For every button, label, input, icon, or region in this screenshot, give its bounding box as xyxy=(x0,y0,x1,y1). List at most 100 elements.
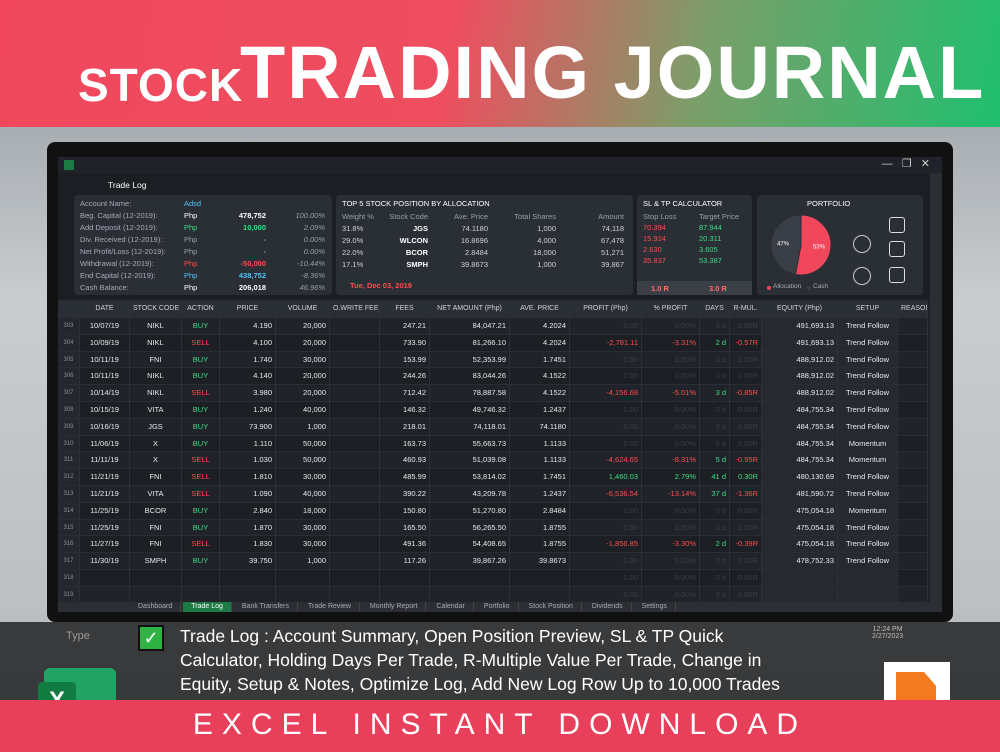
table-cell: 491.36 xyxy=(380,536,430,554)
table-cell: X xyxy=(130,435,182,453)
arrow-button[interactable] xyxy=(853,235,871,253)
account-pct: 46.96% xyxy=(299,283,325,292)
sheet-tab[interactable]: Monthly Report xyxy=(362,602,427,612)
table-cell: BUY xyxy=(182,368,220,386)
sheet-tab[interactable]: Settings xyxy=(634,602,676,612)
table-cell: 0.00 xyxy=(570,519,642,537)
table-cell xyxy=(330,570,380,587)
excel-mini-icon xyxy=(64,160,74,170)
column-header: % PROFIT xyxy=(642,300,700,318)
table-cell: 0.00R xyxy=(730,435,762,453)
sheet-tab[interactable]: Trade Log xyxy=(183,602,232,612)
table-cell: BUY xyxy=(182,435,220,453)
row-number: 304 xyxy=(58,334,80,352)
row-number: 316 xyxy=(58,536,80,554)
table-cell: 73.900 xyxy=(220,418,276,436)
top5-cell: JGS xyxy=(412,224,428,233)
table-cell: 1.7451 xyxy=(510,351,570,369)
table-cell: 475,054.18 xyxy=(762,519,838,537)
table-cell: -1,856.85 xyxy=(570,536,642,554)
column-header: STOCK CODE xyxy=(130,300,182,318)
table-cell: 2.840 xyxy=(220,502,276,520)
table-cell: BUY xyxy=(182,318,220,335)
table-cell: 11/11/19 xyxy=(80,452,130,470)
search-box[interactable]: Type xyxy=(66,630,90,642)
table-cell xyxy=(330,334,380,352)
table-cell: Trend Follow xyxy=(838,318,898,335)
column-header: O.WRITE FEES xyxy=(330,300,380,318)
table-cell: -3.30% xyxy=(642,536,700,554)
table-cell xyxy=(430,570,510,587)
table-cell: 1.2437 xyxy=(510,486,570,503)
table-cell: 43,209.78 xyxy=(430,486,510,503)
table-cell: 712.42 xyxy=(380,385,430,402)
caption-line: Calculator, Holding Days Per Trade, R-Mu… xyxy=(180,650,762,670)
sheet-tab[interactable]: Trade Review xyxy=(300,602,360,612)
table-cell: BUY xyxy=(182,519,220,537)
table-cell: 4.1522 xyxy=(510,385,570,402)
table-cell: 55,663.73 xyxy=(430,435,510,453)
table-cell: Trend Follow xyxy=(838,385,898,402)
column-header: NET AMOUNT (Php) xyxy=(430,300,510,318)
tool-icon[interactable] xyxy=(889,241,905,257)
table-cell xyxy=(330,368,380,386)
table-cell: 78,887.58 xyxy=(430,385,510,402)
table-cell: 11/30/19 xyxy=(80,553,130,570)
top5-cell: 1,000 xyxy=(537,260,556,269)
tool-icon[interactable] xyxy=(889,267,905,283)
column-header: EQUITY (Php) xyxy=(762,300,838,318)
table-cell: 0.00 xyxy=(570,402,642,419)
sheet-tab[interactable]: Dividends xyxy=(584,602,632,612)
table-cell: 390.22 xyxy=(380,486,430,503)
table-cell: 83,044.26 xyxy=(430,368,510,386)
table-cell: BUY xyxy=(182,351,220,369)
sheet-tab[interactable]: Dashboard xyxy=(130,602,182,612)
table-cell xyxy=(182,570,220,587)
table-cell: 480,130.69 xyxy=(762,469,838,486)
sheet-tab[interactable]: Stock Position xyxy=(521,602,582,612)
table-cell: 0 d xyxy=(700,402,730,419)
table-cell: -8.31% xyxy=(642,452,700,470)
sheet-tab[interactable]: Calendar xyxy=(428,602,474,612)
table-cell: 11/21/19 xyxy=(80,469,130,486)
sheet-tab[interactable]: Portfolio xyxy=(476,602,519,612)
table-cell xyxy=(898,536,928,554)
account-panel: Account Name: Adsd Beg. Capital (12-2019):… xyxy=(74,195,332,295)
account-pct: 100.00% xyxy=(295,211,325,220)
table-cell xyxy=(220,570,276,587)
pie-slice xyxy=(794,214,832,276)
table-cell: 1,460.03 xyxy=(570,469,642,486)
table-cell xyxy=(898,570,928,587)
window-bar: — ❐ ✕ xyxy=(58,157,942,174)
table-cell: 0.00% xyxy=(642,570,700,587)
table-cell: 4.190 xyxy=(220,318,276,335)
table-cell: 0.00R xyxy=(730,570,762,587)
pie-label: 47% xyxy=(777,241,790,247)
table-cell: Momentum xyxy=(838,452,898,470)
table-cell xyxy=(276,570,330,587)
table-cell: 0 d xyxy=(700,570,730,587)
table-cell xyxy=(898,469,928,486)
legend-dot xyxy=(807,286,811,290)
sheet-tab[interactable]: Bank Transfers xyxy=(234,602,298,612)
tool-icon[interactable] xyxy=(889,217,905,233)
pie-label: 53% xyxy=(813,245,826,251)
table-cell xyxy=(510,570,570,587)
column-header: PRICE xyxy=(220,300,276,318)
caption-band: ✓ Type 12:24 PM 2/27/2023 Trade Log : Acc… xyxy=(0,622,1000,700)
scrollbar[interactable] xyxy=(930,173,942,612)
top5-header: Total Shares xyxy=(514,212,556,221)
window-controls[interactable]: — ❐ ✕ xyxy=(881,158,930,170)
caption-line: Trade Log : Account Summary, Open Positi… xyxy=(180,626,724,646)
table-cell: 0.00 xyxy=(570,570,642,587)
table-cell: 74,118.01 xyxy=(430,418,510,436)
table-cell xyxy=(330,385,380,402)
table-cell: 41 d xyxy=(700,469,730,486)
account-name-value: Adsd xyxy=(184,199,202,208)
account-amount: 206,018 xyxy=(238,283,266,292)
table-cell: 20,000 xyxy=(276,334,330,352)
table-cell: 460.93 xyxy=(380,452,430,470)
arrow-button[interactable] xyxy=(853,267,871,285)
table-cell: -1.36R xyxy=(730,486,762,503)
top5-header: Amount xyxy=(598,212,624,221)
